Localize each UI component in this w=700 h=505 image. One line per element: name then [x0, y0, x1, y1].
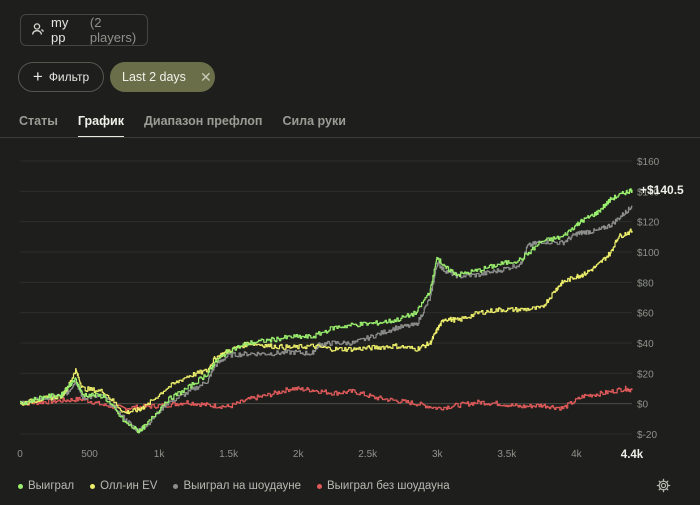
x-tick-label: 2k — [293, 449, 305, 460]
legend-label: Выиграл без шоудауна — [326, 480, 450, 492]
y-tick-label: $80 — [637, 278, 654, 289]
y-tick-label: $100 — [637, 248, 660, 259]
legend-dot — [316, 483, 322, 489]
legend-dot — [18, 483, 23, 489]
player-selector-button[interactable]: my pp (2 players) — [20, 14, 148, 46]
tab-hand-strength[interactable]: Сила руки — [282, 114, 346, 128]
legend-label: Выиграл — [28, 480, 75, 492]
tabs-divider — [0, 137, 700, 138]
chart-legend: Выиграл Олл-ин EV Выиграл на шоудауне Вы… — [18, 480, 450, 492]
x-tick-label: 3.5k — [497, 449, 517, 460]
legend-label: Олл-ин EV — [100, 480, 158, 492]
series-line-gray — [20, 205, 633, 434]
x-tick-label: 0 — [17, 449, 23, 460]
player-name: my pp — [51, 15, 69, 45]
series-line-red — [20, 385, 633, 411]
y-tick-label: $160 — [637, 157, 660, 168]
y-tick-label: $0 — [637, 400, 649, 411]
legend-dot — [173, 483, 179, 489]
tab-preflop-range[interactable]: Диапазон префлоп — [143, 114, 263, 128]
y-tick-label: $-20 — [637, 430, 657, 441]
user-icon — [31, 22, 45, 39]
y-tick-label: $60 — [637, 309, 654, 320]
x-tick-label: 500 — [81, 449, 98, 460]
tab-graph[interactable]: График — [77, 108, 125, 138]
chip-label: Last 2 days — [122, 70, 186, 84]
legend-item-showdown[interactable]: Выиграл на шоудауне — [173, 480, 301, 492]
x-last-label: 4.4k — [621, 449, 644, 461]
x-tick-label: 2.5k — [358, 449, 378, 460]
plus-icon: + — [32, 66, 43, 86]
gear-icon[interactable] — [656, 478, 671, 493]
x-tick-label: 1.5k — [219, 449, 239, 460]
legend-label: Выиграл на шоудауне — [183, 480, 301, 492]
filter-button[interactable]: + Фильтр — [18, 62, 104, 92]
series-line-green — [20, 188, 633, 433]
winnings-chart[interactable]: $160 $140 $120 $100 $80 $60 $40 $20 $0 $-20 0 500 1… — [0, 145, 700, 467]
x-tick-label: 1k — [154, 449, 166, 460]
legend-item-allin-ev[interactable]: Олл-ин EV — [90, 480, 157, 492]
final-value-label: +$140.5 — [640, 183, 684, 197]
x-tick-label: 3k — [432, 449, 444, 460]
legend-dot — [90, 483, 96, 489]
y-tick-label: $20 — [637, 369, 654, 380]
tab-stats[interactable]: Статы — [19, 114, 58, 128]
filter-label: Фильтр — [48, 70, 90, 84]
legend-item-no-showdown[interactable]: Выиграл без шоудауна — [316, 480, 450, 492]
y-tick-label: $140 — [637, 187, 660, 198]
x-tick-label: 4k — [571, 449, 583, 460]
tab-bar: Статы График Диапазон префлоп Сила руки — [19, 108, 700, 138]
legend-item-won[interactable]: Выиграл — [18, 480, 74, 492]
date-filter-chip[interactable]: Last 2 days ✕ — [110, 62, 215, 92]
series-line-yellow — [20, 228, 633, 415]
y-tick-label: $120 — [637, 218, 660, 229]
player-count: (2 players) — [89, 15, 137, 45]
y-tick-label: $40 — [637, 339, 654, 350]
close-icon[interactable]: ✕ — [199, 68, 212, 85]
